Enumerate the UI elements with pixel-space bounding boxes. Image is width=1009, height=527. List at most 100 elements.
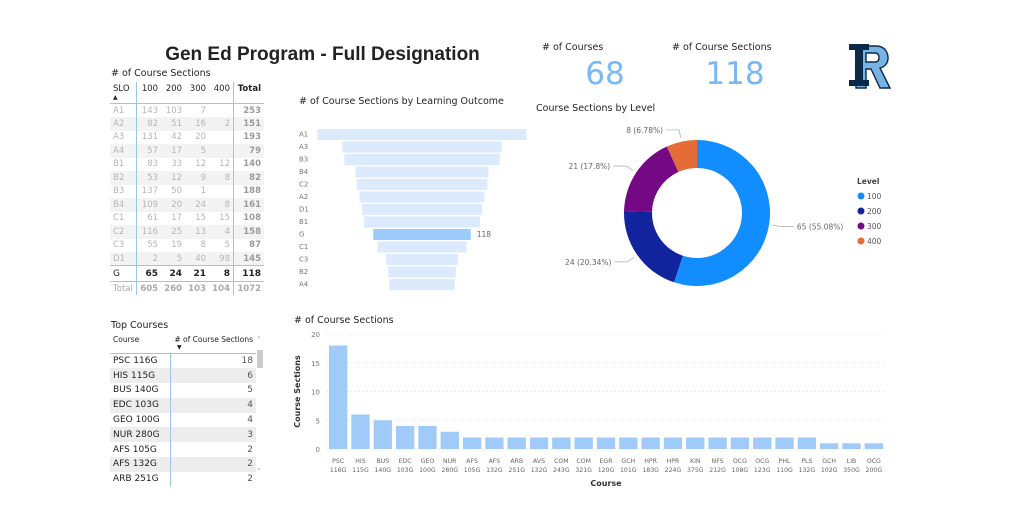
- matrix-cell: 20: [195, 132, 207, 143]
- matrix-cell: 104: [209, 281, 234, 295]
- sort-asc-icon: ▲: [113, 94, 118, 101]
- col-sections[interactable]: # of Course Sections ▼: [170, 333, 256, 354]
- matrix-cell: 55: [147, 240, 159, 251]
- matrix-cell: 2: [209, 117, 234, 131]
- funnel-label-B2: B2: [299, 268, 308, 276]
- x-tick-label: PLS: [801, 458, 812, 465]
- scroll-up-icon[interactable]: ˄: [257, 336, 261, 344]
- matrix-row: B2 53 12 9 8 82: [110, 171, 264, 185]
- matrix-row: C2 116 25 13 4 158: [110, 225, 264, 239]
- funnel-data-label: 118: [477, 230, 492, 239]
- donut-slice-400: [666, 140, 697, 173]
- funnel-label-C2: C2: [299, 181, 308, 189]
- top-course-row[interactable]: AFS 105G 2: [110, 442, 256, 458]
- funnel-bar-A2: [359, 191, 485, 203]
- course-sections: 4: [247, 415, 253, 426]
- top-course-row[interactable]: ARB 251G 2: [110, 471, 256, 487]
- bar-COM-243G: [552, 437, 571, 449]
- top-course-row[interactable]: AFS 132G 2: [110, 457, 256, 472]
- scroll-thumb[interactable]: [257, 350, 263, 368]
- x-tick-label: GCH: [822, 458, 836, 465]
- matrix-cell: 2: [136, 252, 162, 266]
- matrix-cell: 79: [232, 144, 264, 158]
- donut-leader-line: [613, 165, 634, 171]
- matrix-header-total[interactable]: Total: [232, 82, 264, 104]
- top-course-row[interactable]: PSC 116G 18: [110, 353, 256, 369]
- funnel-bar-C2: [356, 179, 488, 190]
- x-tick-label: 105G: [464, 467, 481, 474]
- matrix-cell: 42: [171, 132, 183, 143]
- bar-EDC-103G: [395, 426, 415, 449]
- funnel-bar-C1: [377, 241, 467, 253]
- x-tick-label: COM: [554, 458, 569, 465]
- col-course[interactable]: Course: [110, 333, 170, 354]
- x-axis-title: Course: [590, 479, 622, 488]
- top-course-row[interactable]: EDC 103G 4: [110, 397, 256, 413]
- matrix-header-100[interactable]: 100: [136, 82, 162, 104]
- legend-label-400: 400: [867, 237, 882, 246]
- funnel-bar-B2: [388, 266, 456, 278]
- matrix-header-300[interactable]: 300: [185, 82, 210, 104]
- bar-NFS-212G: [708, 437, 727, 449]
- top-course-row[interactable]: GEO 100G 4: [110, 412, 256, 428]
- x-tick-label: 116G: [330, 467, 347, 474]
- learning-outcome-funnel: A1 A3 B3 B4 C2 A2 D1 B1 G 118 C1 C3 B2 A4: [299, 129, 527, 290]
- bar-OCG-123G: [753, 437, 772, 449]
- x-tick-label: GCH: [621, 458, 635, 465]
- x-tick-label: 103G: [397, 467, 414, 474]
- funnel-label-G: G: [299, 231, 304, 239]
- funnel-label-A1: A1: [299, 131, 308, 139]
- matrix-cell: 145: [232, 252, 264, 266]
- bar-EGR-120G: [596, 437, 616, 449]
- top-courses-scrollbar[interactable]: ˄ ˅: [257, 336, 264, 478]
- matrix-cell: [209, 131, 233, 145]
- x-tick-label: OCG: [755, 458, 769, 465]
- donut-title: Course Sections by Level: [536, 103, 656, 114]
- matrix-cell: 161: [232, 198, 264, 212]
- course-name: NUR 280G: [110, 427, 171, 443]
- bar-NUR-280G: [440, 431, 459, 449]
- matrix-row: B3 137 50 1 188: [110, 184, 264, 198]
- matrix-header-200[interactable]: 200: [161, 82, 186, 104]
- matrix-cell: B3: [110, 184, 138, 198]
- matrix-row: A1 143 103 7 253: [110, 103, 264, 117]
- x-tick-label: 132G: [799, 467, 816, 474]
- matrix-header-400[interactable]: 400: [209, 82, 234, 104]
- course-sections: 2: [247, 444, 253, 455]
- top-course-row[interactable]: BUS 140G 5: [110, 383, 256, 398]
- course-name: EDC 103G: [110, 397, 171, 413]
- funnel-label-B1: B1: [299, 218, 308, 226]
- bar-GCH-102G: [820, 443, 839, 449]
- page-title: Gen Ed Program - Full Designation: [165, 44, 480, 65]
- top-course-row[interactable]: NUR 280G 3: [110, 427, 256, 443]
- donut-slice-300: [624, 146, 679, 212]
- matrix-cell: 5: [224, 240, 230, 251]
- matrix-row: D1 2 5 40 98 145: [110, 252, 264, 266]
- x-tick-label: NUR: [443, 458, 457, 465]
- funnel-label-D1: D1: [299, 206, 309, 214]
- level-donut-chart: 65 (55.08%) 24 (20.34%) 21 (17.8%) 8 (6.78%…: [565, 126, 882, 286]
- matrix-cell: 188: [232, 184, 264, 198]
- matrix-cell: Total: [110, 281, 138, 295]
- matrix-cell: 143: [141, 105, 159, 116]
- bar-PSC-116G: [329, 345, 348, 449]
- scroll-down-icon[interactable]: ˅: [257, 468, 261, 476]
- matrix-cell: 82: [232, 171, 264, 185]
- matrix-cell: 193: [232, 130, 264, 144]
- x-tick-label: 100G: [419, 467, 436, 474]
- x-tick-label: 101G: [620, 467, 637, 474]
- matrix-cell: 17: [161, 144, 186, 158]
- matrix-cell: 15: [219, 213, 230, 224]
- x-tick-label: 224G: [665, 467, 682, 474]
- top-course-row[interactable]: HIS 115G 6: [110, 368, 256, 384]
- donut-slice-100: [674, 140, 770, 286]
- matrix-cell: 19: [171, 240, 183, 251]
- matrix-header-slo[interactable]: SLO ▲: [110, 82, 138, 104]
- matrix-cell: 61: [147, 213, 159, 224]
- matrix-cell: A4: [110, 144, 138, 158]
- bar-OCG-200G: [864, 443, 883, 449]
- matrix-cell: 8: [209, 265, 234, 282]
- matrix-cell: 140: [232, 157, 264, 171]
- matrix-cell: 1072: [232, 281, 264, 295]
- matrix-cell: A1: [110, 103, 138, 117]
